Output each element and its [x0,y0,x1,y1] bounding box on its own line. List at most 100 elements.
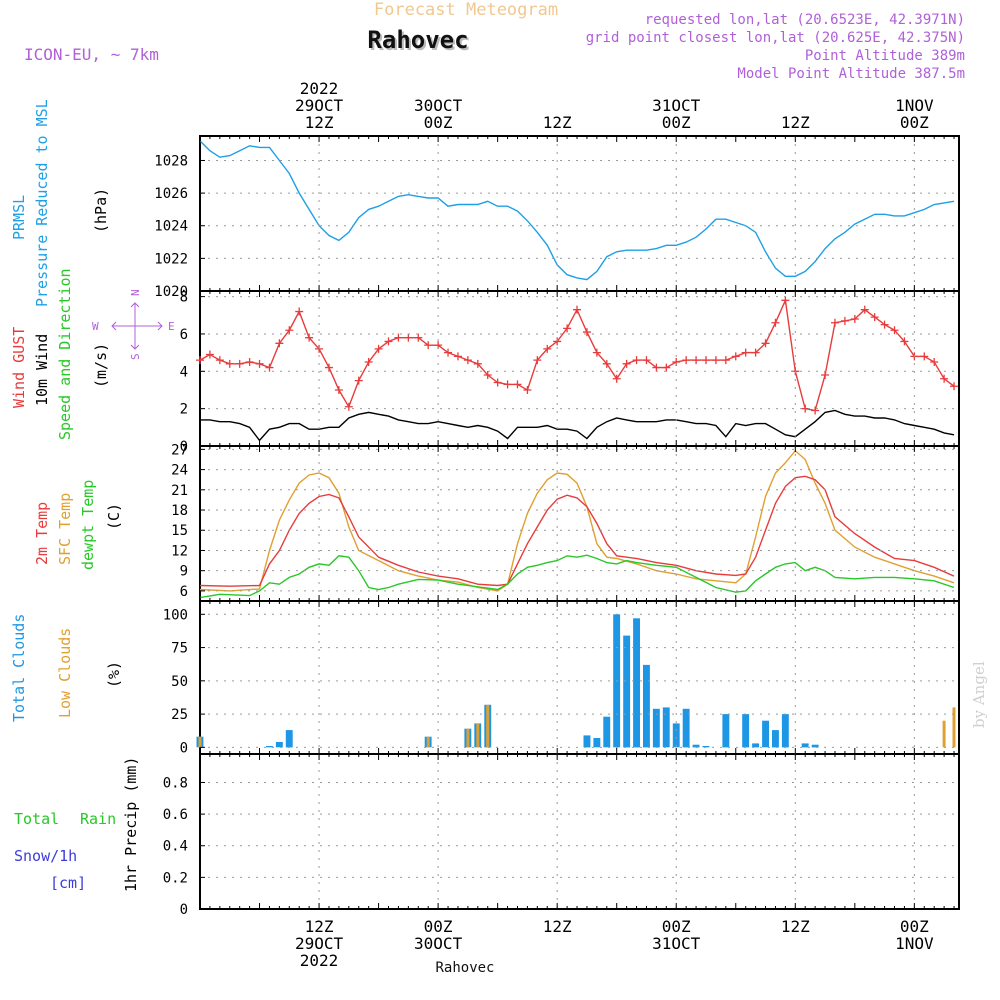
total-clouds-bar [603,716,611,748]
time-label-bottom: 00Z [424,917,453,936]
y-tick-label: 6 [180,584,188,600]
total-rain-label: Total [14,810,59,828]
y-tick-label: 8 [180,290,188,306]
t2m-label: 2m Temp [33,502,51,565]
precip-unit: 1hr Precip (mm) [122,757,140,892]
time-label-top: 12Z [305,113,334,132]
y-tick-label: 18 [171,503,188,519]
time-label-top: 00Z [900,113,929,132]
y-tick-label: 0.6 [163,807,188,823]
total-clouds-bar [593,738,601,748]
gust-point [592,348,601,357]
compass-n: N [129,289,142,296]
y-tick-label: 1026 [154,186,188,202]
gust-point [364,357,373,366]
total-clouds-label: Total Clouds [10,614,28,722]
gust-point [711,356,720,365]
gust-point [453,352,462,361]
meteogram-title: Forecast Meteogram [374,0,558,20]
pressure-line [199,140,955,281]
total-clouds-bar [266,746,273,748]
time-label-bottom: 1NOV [895,934,934,953]
low-clouds-bar [476,723,480,748]
time-label-bottom: 2022 [300,951,339,970]
gust-point [771,318,780,327]
y-tick-label: 0 [180,740,188,756]
point-altitude: Point Altitude 389m [805,48,965,64]
gust-point [781,296,790,305]
gust-point [513,380,522,389]
snow-label: Snow/1h [14,847,77,865]
compass-s: S [129,353,142,360]
y-tick-label: 25 [171,707,188,723]
low-clouds-bar [952,707,956,748]
pressure-label-long: Pressure Reduced to MSL [33,99,51,307]
total-clouds-bar [682,708,690,748]
gust-point [662,363,671,372]
time-label-bottom: 00Z [662,917,691,936]
y-tick-label: 0 [180,439,188,455]
y-tick-label: 0.4 [163,839,188,855]
time-label-bottom: 12Z [543,917,572,936]
gust-point [354,376,363,385]
wind-dir-label: Speed and Direction [56,268,74,440]
time-label-bottom: 31OCT [652,934,701,953]
low-clouds-bar [426,736,430,748]
rain-label: Rain [80,810,116,828]
gust-point [880,320,889,329]
requested-coords: requested lon,lat (20.6523E, 42.3971N) [645,12,965,28]
dewpt-label: dewpt Temp [79,480,97,570]
gust-point [414,333,423,342]
low-clouds-bar [466,728,470,748]
gust-point [334,385,343,394]
total-clouds-bar [662,707,670,748]
gust-point [721,356,730,365]
y-tick-label: 1024 [154,219,188,235]
gust-point [751,348,760,357]
total-clouds-bar [692,744,700,748]
gust-point [215,356,224,365]
compass-e: E [168,320,175,333]
sfc-label: SFC Temp [56,493,74,565]
time-label-bottom: 29OCT [295,934,344,953]
total-clouds-bar [752,743,759,748]
time-label-bottom: 12Z [781,917,810,936]
gust-point [344,402,353,411]
compass-w: W [92,320,99,333]
gust-point [424,341,433,350]
total-clouds-bar [722,714,730,748]
y-tick-label: 100 [163,607,188,623]
sfc-temp-line [199,449,955,592]
gust-point [830,318,839,327]
low-clouds-bar [198,736,202,748]
time-label-top: 1NOV [895,96,934,115]
gust-point [652,363,661,372]
model-label: ICON-EU, ~ 7km [24,45,159,64]
gust-point [483,371,492,380]
low-clouds-bar [942,720,946,748]
gust-point [384,337,393,346]
time-label-top: 00Z [662,113,691,132]
y-tick-label: 0.2 [163,870,188,886]
panel-frames [199,135,960,910]
y-tick-label: 21 [171,483,188,499]
y-tick-label: 0 [180,902,188,918]
gust-point [245,357,254,366]
footer-location: Rahovec [435,960,494,976]
gust-point [860,305,869,314]
y-tick-label: 24 [171,463,188,479]
gust-point [473,359,482,368]
gust-point [196,356,204,365]
gust-point [900,337,909,346]
model-altitude: Model Point Altitude 387.5m [737,66,965,82]
time-label-top: 29OCT [295,96,344,115]
gust-point [265,363,274,372]
wind-speed-line [200,409,955,442]
gust-point [612,374,621,383]
gust-point [285,326,294,335]
gust-point [394,333,403,342]
credit-watermark: by Angel [970,661,988,728]
gust-point [463,356,472,365]
gust-point [275,339,284,348]
total-clouds-bar [285,730,293,748]
